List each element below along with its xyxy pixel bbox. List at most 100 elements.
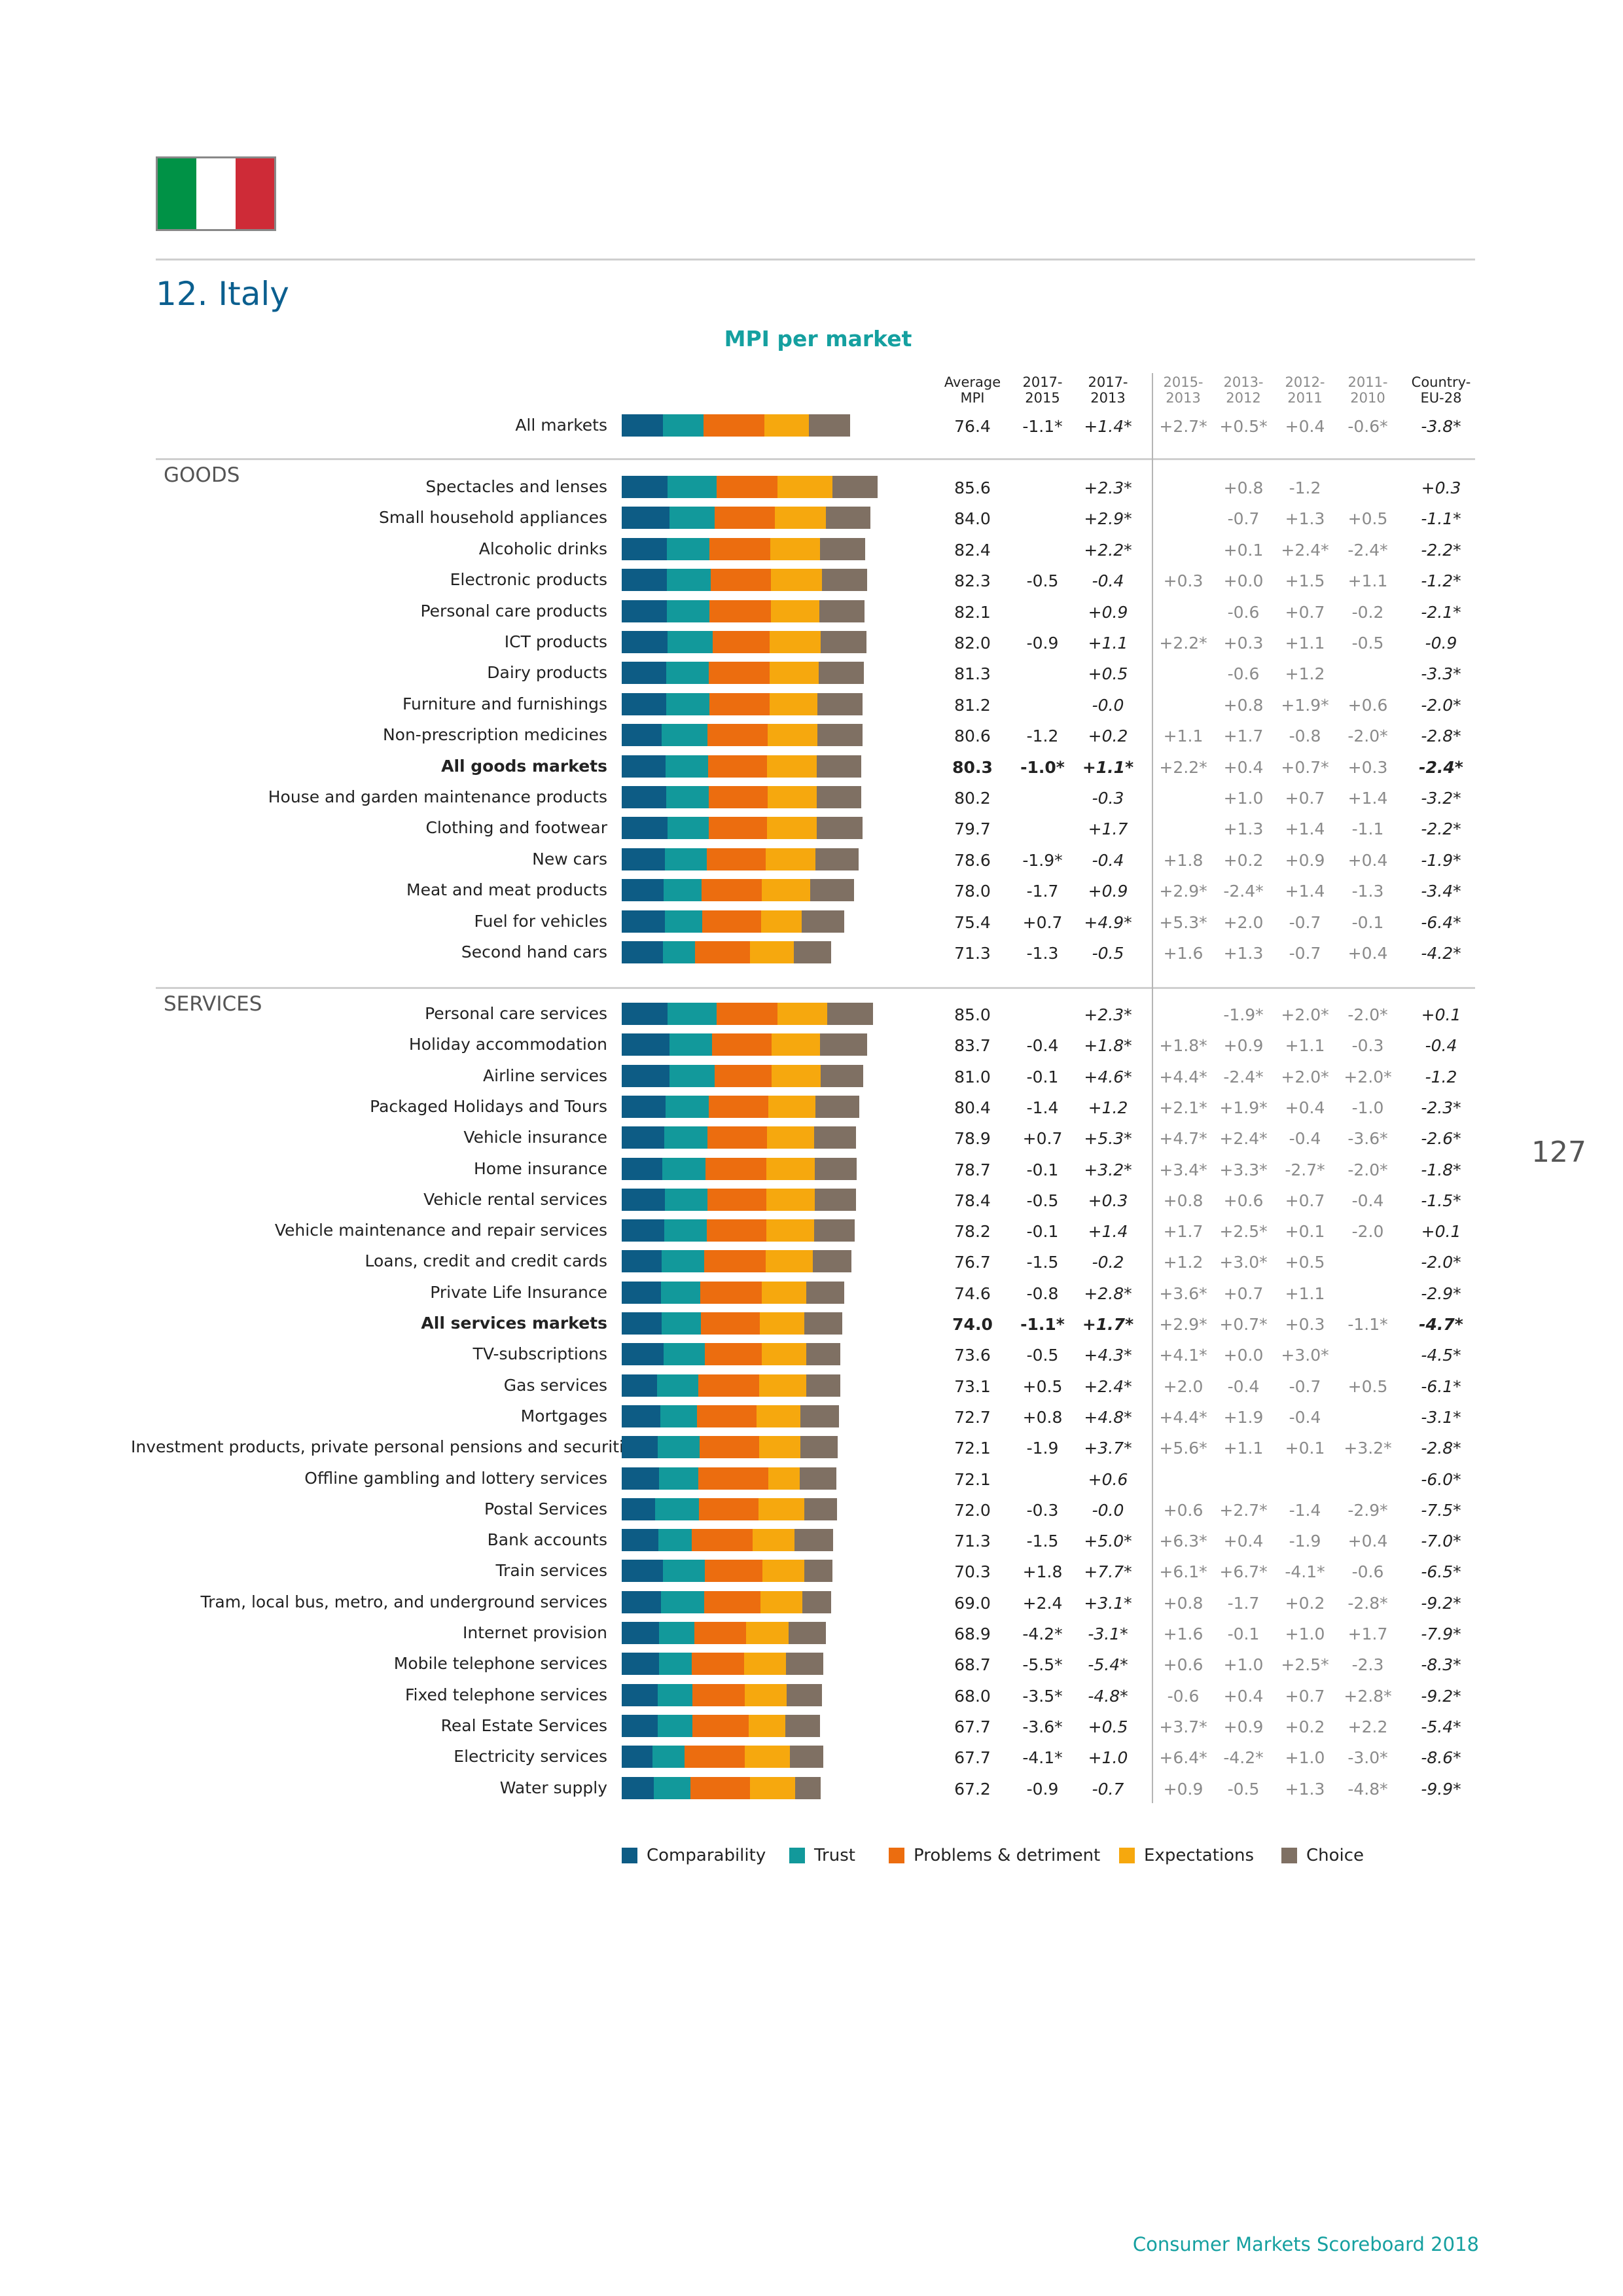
value-avg: 82.0 [954, 634, 991, 653]
value-d1211: +0.2 [1285, 1717, 1325, 1736]
value-d1715: -3.6* [1022, 1717, 1063, 1736]
column-header-bottom: 2010 [1350, 390, 1385, 406]
value-d1713: +1.1* [1082, 757, 1134, 777]
bar-segment-trust [664, 848, 707, 870]
value-d1713: +5.0* [1084, 1532, 1132, 1551]
value-d1713: +1.0 [1088, 1748, 1128, 1768]
value-d1713: +0.5 [1088, 664, 1128, 684]
bar-segment-trust [658, 1529, 692, 1552]
bar-segment-choice [788, 1622, 827, 1644]
bar-segment-problems-detriment [694, 1622, 747, 1644]
bar-segment-choice [816, 817, 863, 840]
value-d1713: +0.6 [1088, 1469, 1128, 1489]
bar-segment-trust [660, 1590, 704, 1613]
bar-segment-problems-detriment [696, 1405, 757, 1427]
value-d1312: +3.0* [1219, 1253, 1268, 1272]
stacked-bar [622, 817, 863, 840]
value-avg: 80.4 [954, 1098, 991, 1117]
value-d1110: +0.6 [1347, 695, 1388, 715]
value-eu: -0.4 [1425, 1036, 1457, 1056]
value-d1110: -3.0* [1347, 1748, 1388, 1768]
value-d1713: -5.4* [1088, 1655, 1128, 1675]
value-d1513: +6.3* [1159, 1532, 1207, 1551]
value-d1513: +2.2* [1159, 757, 1207, 777]
stacked-bar [622, 1622, 827, 1644]
bar-segment-problems-detriment [714, 1064, 772, 1087]
bar-segment-comparability [622, 1590, 661, 1613]
value-avg: 67.7 [954, 1748, 991, 1768]
bar-segment-choice [815, 848, 859, 870]
value-d1713: +2.4* [1084, 1376, 1132, 1396]
value-d1715: -0.3 [1026, 1500, 1059, 1520]
market-label: Airline services [483, 1066, 607, 1085]
market-label: Gas services [503, 1375, 607, 1395]
value-eu: -3.1* [1421, 1407, 1461, 1427]
stacked-bar [622, 569, 868, 592]
bar-segment-expectations [750, 941, 794, 963]
stacked-bar [622, 848, 859, 870]
value-d1312: +1.0 [1223, 789, 1264, 808]
bar-segment-choice [819, 600, 865, 622]
market-label: Spectacles and lenses [425, 477, 607, 496]
bar-segment-problems-detriment [690, 1776, 750, 1799]
value-eu: -2.0* [1421, 1253, 1461, 1272]
value-d1211: +1.5 [1285, 571, 1325, 591]
bar-segment-problems-detriment [707, 755, 768, 778]
bar-segment-expectations [759, 1312, 804, 1335]
bar-segment-choice [802, 1590, 832, 1613]
bar-segment-problems-detriment [708, 662, 770, 685]
value-d1713: -0.5 [1092, 944, 1124, 963]
bar-segment-expectations [766, 1188, 815, 1211]
value-d1110: +1.7 [1347, 1624, 1388, 1643]
bar-segment-expectations [772, 1064, 821, 1087]
stacked-bar [622, 1683, 823, 1706]
bar-segment-expectations [760, 910, 802, 933]
legend-item: Comparability [622, 1846, 766, 1865]
bar-segment-expectations [758, 1374, 807, 1397]
value-d1713: +1.4* [1084, 417, 1132, 436]
bar-segment-trust [664, 910, 702, 933]
value-d1211: +2.4* [1281, 540, 1329, 560]
bar-segment-expectations [777, 1003, 827, 1025]
bar-segment-trust [657, 1436, 700, 1459]
bar-segment-trust [664, 1219, 707, 1242]
column-header: 2015- 2013 [1153, 374, 1213, 406]
market-label: Holiday accommodation [408, 1035, 607, 1054]
value-d1312: +1.0 [1223, 1655, 1264, 1675]
value-d1211: +3.0* [1281, 1346, 1329, 1365]
bar-segment-trust [668, 631, 713, 653]
bar-segment-trust [666, 692, 709, 715]
section-divider [156, 458, 1475, 460]
value-d1312: -2.4* [1223, 1067, 1264, 1086]
value-d1110: -2.0* [1347, 1005, 1388, 1024]
value-d1312: +1.3 [1223, 944, 1264, 963]
value-d1513: +4.4* [1159, 1407, 1207, 1427]
value-d1715: -4.1* [1022, 1748, 1063, 1768]
value-d1211: +0.1 [1285, 1222, 1325, 1242]
value-d1211: +1.0 [1285, 1748, 1325, 1768]
bar-segment-comparability [622, 1498, 655, 1520]
bar-segment-comparability [622, 1157, 662, 1180]
value-d1312: +0.8 [1223, 478, 1264, 497]
value-d1312: +1.1 [1223, 1439, 1264, 1458]
bar-segment-expectations [762, 1281, 807, 1304]
bar-segment-expectations [766, 848, 815, 870]
stacked-bar [622, 941, 832, 963]
legend-item: Problems & detriment [889, 1846, 1100, 1865]
bar-segment-expectations [758, 1436, 800, 1459]
value-d1513: +2.0 [1163, 1376, 1204, 1396]
value-d1715: -0.5 [1026, 1346, 1059, 1365]
value-d1110: -0.6* [1347, 417, 1388, 436]
value-d1715: -1.1* [1022, 417, 1063, 436]
value-d1713: -0.4 [1092, 571, 1124, 591]
bar-segment-trust [663, 1560, 705, 1583]
column-header-top: 2015- [1163, 374, 1204, 390]
column-header: 2017- 2013 [1077, 374, 1139, 406]
value-d1312: -4.2* [1223, 1748, 1264, 1768]
stacked-bar [622, 1250, 851, 1273]
value-avg: 78.7 [954, 1160, 991, 1179]
value-d1312: +0.4 [1223, 1686, 1264, 1706]
value-d1110: +1.4 [1347, 789, 1388, 808]
value-avg: 80.6 [954, 726, 991, 746]
bar-segment-trust [666, 786, 709, 808]
